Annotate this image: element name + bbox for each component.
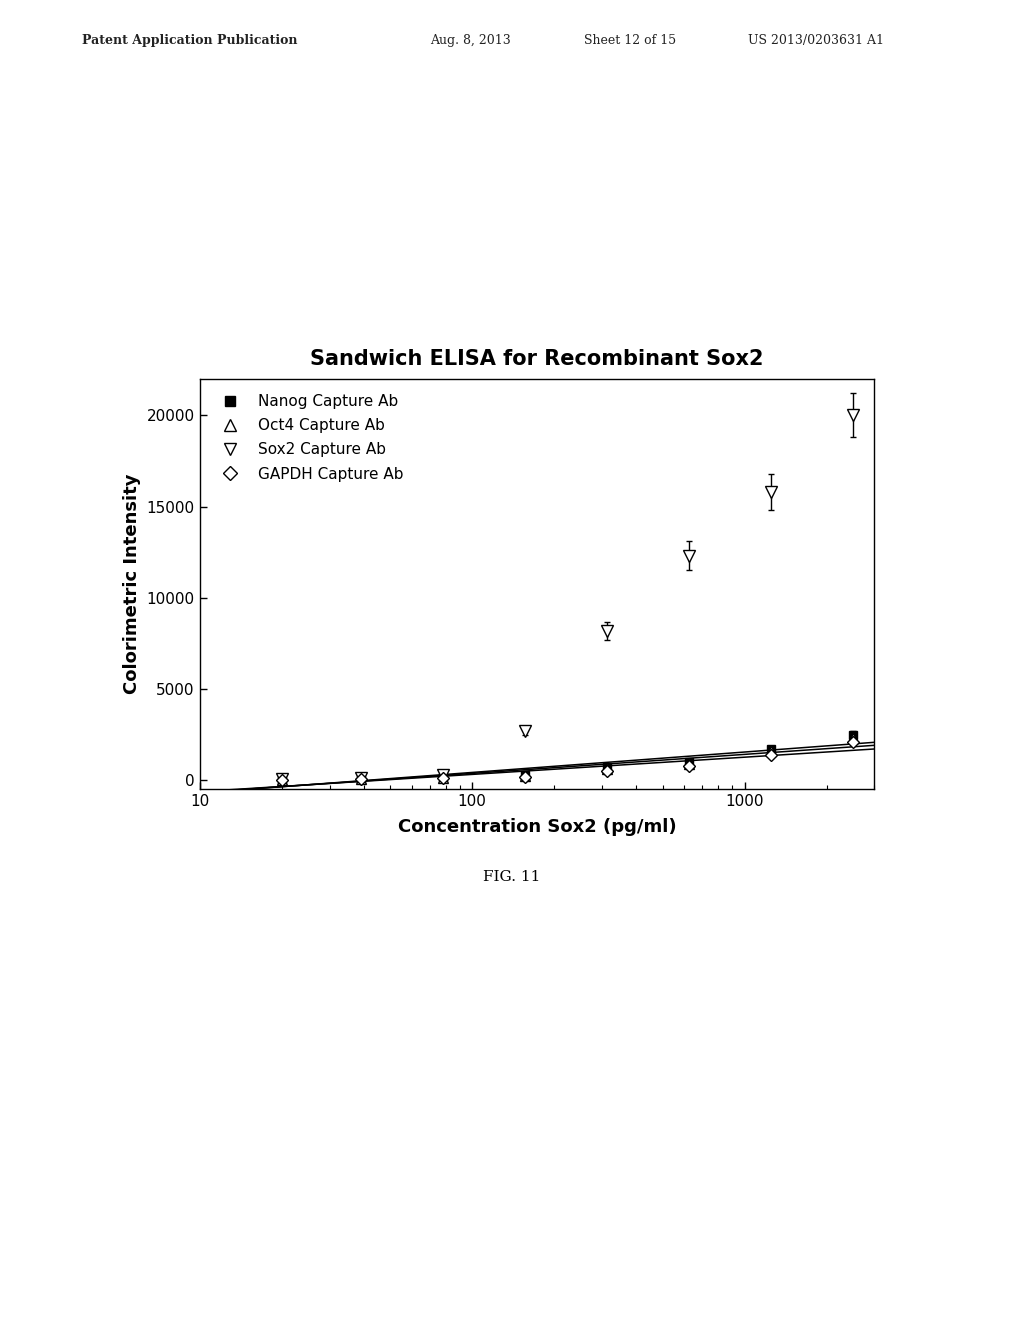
- Legend: Nanog Capture Ab, Oct4 Capture Ab, Sox2 Capture Ab, GAPDH Capture Ab: Nanog Capture Ab, Oct4 Capture Ab, Sox2 …: [207, 387, 411, 490]
- X-axis label: Concentration Sox2 (pg/ml): Concentration Sox2 (pg/ml): [397, 817, 677, 836]
- Title: Sandwich ELISA for Recombinant Sox2: Sandwich ELISA for Recombinant Sox2: [310, 348, 764, 370]
- Text: FIG. 11: FIG. 11: [483, 870, 541, 884]
- Text: Aug. 8, 2013: Aug. 8, 2013: [430, 34, 511, 48]
- Text: US 2013/0203631 A1: US 2013/0203631 A1: [748, 34, 884, 48]
- Text: Patent Application Publication: Patent Application Publication: [82, 34, 297, 48]
- Y-axis label: Colorimetric Intensity: Colorimetric Intensity: [123, 474, 141, 694]
- Text: Sheet 12 of 15: Sheet 12 of 15: [584, 34, 676, 48]
